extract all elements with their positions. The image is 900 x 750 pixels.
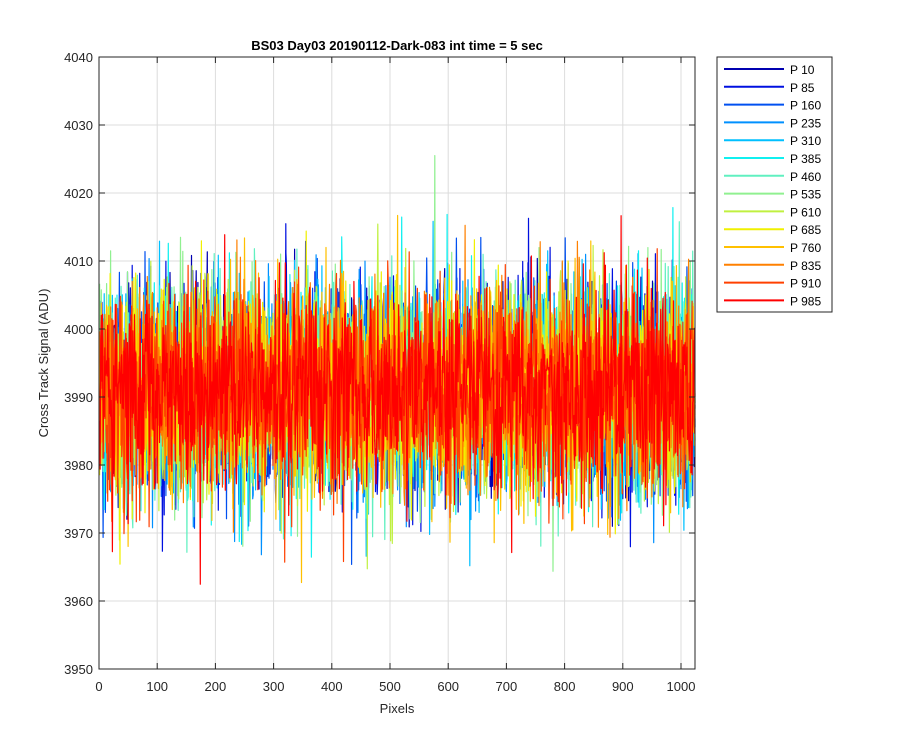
series-line-p-985 bbox=[99, 215, 696, 585]
y-tick-label: 3980 bbox=[64, 458, 93, 473]
y-tick-label: 4030 bbox=[64, 118, 93, 133]
legend-label: P 985 bbox=[790, 294, 821, 308]
x-tick-label: 600 bbox=[437, 679, 459, 694]
x-tick-label: 200 bbox=[205, 679, 227, 694]
legend-label: P 535 bbox=[790, 188, 821, 202]
y-tick-label: 4040 bbox=[64, 50, 93, 65]
x-tick-label: 1000 bbox=[667, 679, 696, 694]
x-tick-label: 100 bbox=[146, 679, 168, 694]
y-tick-label: 3970 bbox=[64, 526, 93, 541]
x-tick-label: 800 bbox=[554, 679, 576, 694]
x-tick-label: 500 bbox=[379, 679, 401, 694]
x-tick-label: 700 bbox=[496, 679, 518, 694]
axes-box bbox=[98, 56, 696, 670]
x-tick-label: 900 bbox=[612, 679, 634, 694]
y-tick-label: 4020 bbox=[64, 186, 93, 201]
y-ticks: 3950 3960 3970 3980 3990 4000 4010 4020 4030 4040 bbox=[64, 50, 695, 677]
y-tick-label: 3950 bbox=[64, 662, 93, 677]
legend-label: P 460 bbox=[790, 170, 821, 184]
x-ticks: 0 100 200 300 400 500 600 700 800 900 1000 bbox=[95, 57, 695, 694]
legend: P 10 P 85 P 160 P 235 P 310 P 385 P 460 P 535 P … bbox=[716, 56, 833, 313]
x-axis-label: Pixels bbox=[380, 701, 415, 716]
plot-area: 0 100 200 300 400 500 600 700 800 900 1000 3950 396… bbox=[64, 50, 696, 694]
y-tick-label: 3990 bbox=[64, 390, 93, 405]
traces bbox=[99, 155, 696, 585]
x-tick-label: 0 bbox=[95, 679, 102, 694]
y-axis-label: Cross Track Signal (ADU) bbox=[36, 289, 51, 438]
y-tick-label: 4010 bbox=[64, 254, 93, 269]
legend-label: P 385 bbox=[790, 152, 821, 166]
legend-label: P 910 bbox=[790, 277, 821, 291]
legend-box bbox=[716, 56, 833, 313]
x-tick-label: 300 bbox=[263, 679, 285, 694]
legend-label: P 85 bbox=[790, 81, 815, 95]
legend-label: P 835 bbox=[790, 259, 821, 273]
chart-title: BS03 Day03 20190112-Dark-083 int time = … bbox=[251, 38, 543, 53]
legend-label: P 760 bbox=[790, 241, 821, 255]
legend-label: P 10 bbox=[790, 63, 815, 77]
legend-label: P 685 bbox=[790, 223, 821, 237]
x-tick-label: 400 bbox=[321, 679, 343, 694]
y-tick-label: 4000 bbox=[64, 322, 93, 337]
legend-label: P 610 bbox=[790, 205, 821, 219]
y-tick-label: 3960 bbox=[64, 594, 93, 609]
legend-items: P 10 P 85 P 160 P 235 P 310 P 385 P 460 P 535 P … bbox=[724, 63, 821, 308]
legend-label: P 235 bbox=[790, 116, 821, 130]
legend-label: P 160 bbox=[790, 99, 821, 113]
legend-label: P 310 bbox=[790, 134, 821, 148]
